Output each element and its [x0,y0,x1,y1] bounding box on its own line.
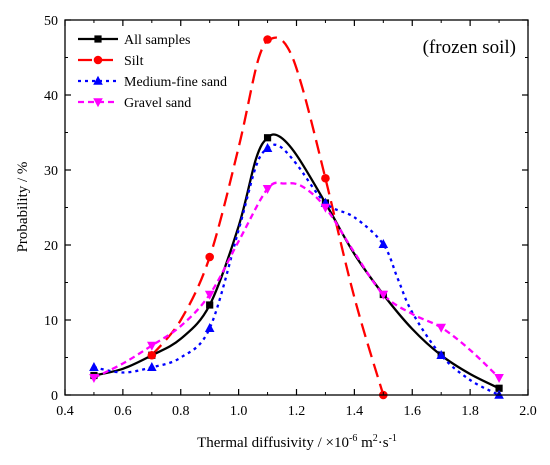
x-axis-label-exponent: -6 [349,433,357,444]
data-point-medium-fine-sand-1 [147,362,157,372]
legend-label-silt: Silt [124,54,144,69]
axis-ticks: 0.4 0.6 0.8 1.0 1.2 1.4 1.6 1.8 2.0 0 10 20 30 40 50 [44,14,537,419]
legend-marker-medium-fine-sand [93,75,103,85]
x-axis-label-tail: ·s [378,435,389,451]
legend: All samples Silt Medium-fine sand Gravel sa… [78,33,227,111]
y-axis-label: Probability / % [15,162,31,253]
legend-item-silt: Silt [78,54,144,69]
data-point-all-samples-3 [263,134,272,142]
y-tick-label: 0 [51,389,58,404]
chart-annotation: (frozen soil) [423,37,516,58]
legend-marker-silt [93,55,103,65]
data-point-medium-fine-sand-0 [89,362,99,372]
x-tick-label: 1.2 [288,404,306,419]
legend-marker-gravel-sand [93,98,103,108]
x-tick-label: 1.0 [230,404,248,419]
x-tick-label: 1.8 [461,404,479,419]
data-point-medium-fine-sand-2 [204,323,215,333]
x-axis-label-main: Thermal diffusivity / ×10 [197,435,349,451]
data-point-all-samples-2 [206,301,214,309]
legend-item-all-samples: All samples [78,33,191,48]
legend-item-medium-fine-sand: Medium-fine sand [78,75,227,90]
series-line-all-samples [93,133,500,390]
series-curves [93,36,500,397]
data-point-gravel-sand-3 [262,184,273,194]
x-axis-label-unit-exponent: 2 [373,433,378,444]
data-point-gravel-sand-6 [436,323,446,333]
legend-label-medium-fine-sand: Medium-fine sand [124,75,227,90]
x-tick-label: 1.6 [404,404,422,419]
x-tick-label: 0.4 [56,404,74,419]
x-axis-label: Thermal diffusivity / ×10-6 m2·s-1 [197,433,397,451]
x-tick-label: 2.0 [519,404,537,419]
x-tick-label: 0.6 [114,404,132,419]
series-line-medium-fine-sand [93,143,500,397]
legend-label-gravel-sand: Gravel sand [124,96,191,111]
data-point-medium-fine-sand-3 [262,143,273,153]
y-tick-label: 20 [44,239,58,254]
data-point-medium-fine-sand-5 [378,239,389,249]
x-axis-label-tail-exponent: -1 [389,433,397,444]
y-tick-label: 50 [44,14,58,29]
y-tick-label: 10 [44,314,58,329]
series-line-gravel-sand [93,181,500,379]
data-point-silt-3 [321,173,330,183]
data-point-gravel-sand-2 [204,290,215,300]
data-point-medium-fine-sand-6 [436,350,446,360]
data-point-silt-0 [147,350,157,360]
x-tick-label: 0.8 [172,404,190,419]
data-point-gravel-sand-7 [494,373,504,383]
data-point-silt-2 [263,35,272,44]
data-point-gravel-sand-4 [320,203,331,213]
data-point-all-samples-7 [495,384,503,392]
x-tick-label: 1.4 [346,404,364,419]
legend-item-gravel-sand: Gravel sand [78,96,191,111]
legend-marker-all-samples [94,35,102,43]
data-point-gravel-sand-5 [378,290,389,300]
x-axis-label-unit: m [357,435,373,451]
y-tick-label: 40 [44,89,58,104]
data-point-gravel-sand-0 [89,373,99,383]
series-line-silt [150,36,385,396]
data-point-gravel-sand-1 [147,341,157,351]
series-markers [89,35,504,400]
y-tick-label: 30 [44,164,58,179]
legend-label-all-samples: All samples [124,33,191,48]
data-point-silt-1 [205,252,214,262]
